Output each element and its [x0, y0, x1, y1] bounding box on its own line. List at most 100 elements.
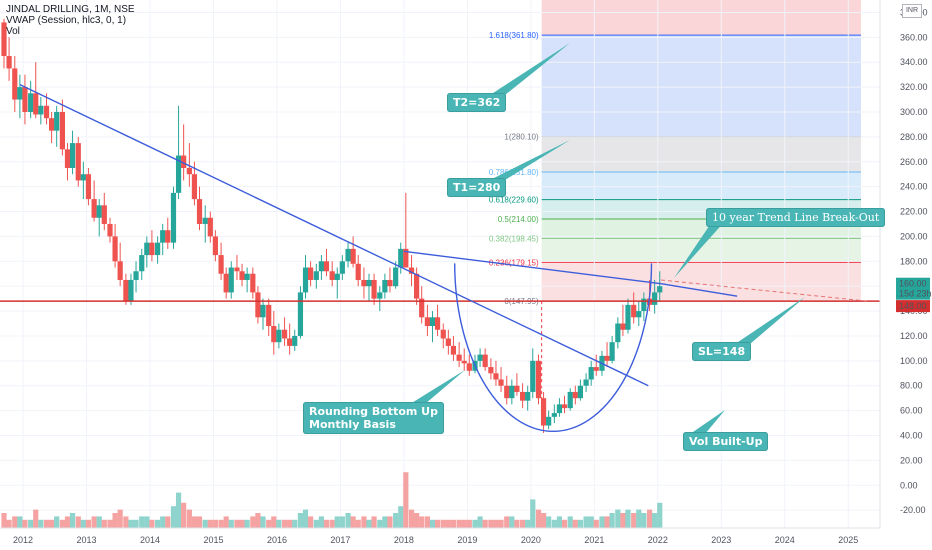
candle-body [657, 286, 663, 293]
y-tick-label: 240.00 [900, 182, 928, 192]
candle-body [6, 55, 12, 69]
volume-bar [472, 519, 478, 528]
candle-body [292, 335, 298, 346]
candle-body [588, 367, 594, 380]
fib-zone [541, 171, 861, 200]
volume-bar [38, 519, 44, 528]
y-tick-label: 360.00 [900, 32, 928, 42]
candle-body [350, 248, 356, 264]
candle-body [22, 87, 28, 112]
volume-bar [17, 516, 23, 528]
volume-bar [202, 519, 208, 528]
candle-body [520, 391, 526, 401]
candle-body [170, 192, 177, 243]
candle-body [207, 217, 213, 237]
candle-body [498, 379, 504, 386]
volume-bar [377, 519, 383, 528]
volume-bar [625, 509, 631, 528]
candle-body [604, 355, 610, 361]
support-price-tag [896, 300, 930, 313]
candle-body [33, 93, 39, 115]
currency-label[interactable]: INR [902, 4, 922, 18]
candle-body [96, 205, 102, 218]
volume-bar [445, 519, 451, 528]
candle-body [466, 363, 472, 371]
candle-body [477, 354, 483, 361]
legend-title: JINDAL DRILLING, 1M, NSE [6, 4, 135, 15]
candle-body [561, 404, 568, 409]
volume-bar [54, 516, 60, 528]
volume-bar [477, 516, 483, 528]
y-tick-label: 280.00 [900, 132, 928, 142]
candle-body [160, 230, 166, 243]
volume-bar [609, 513, 615, 528]
x-tick-label: 2012 [13, 535, 33, 545]
volume-bar [186, 509, 192, 528]
candle-body [239, 271, 245, 280]
volume-bar [636, 509, 642, 528]
candle-body [308, 267, 314, 280]
volume-bar [75, 516, 81, 528]
y-tick-label: 320.00 [900, 82, 928, 92]
rounding-line-1: Rounding Bottom Up [309, 405, 438, 418]
volume-bar [488, 519, 494, 528]
fib-zone [541, 0, 861, 36]
candle-body [377, 292, 383, 299]
candle-body [28, 93, 34, 112]
candle-body [641, 298, 647, 312]
trendline-long-term [19, 83, 649, 387]
volume-bar [266, 519, 272, 528]
volume-bar [260, 516, 266, 528]
volume-bar [276, 519, 282, 528]
volume-bar [350, 516, 356, 528]
candle-body [43, 105, 50, 119]
volume-bar [308, 516, 314, 528]
candle-body [540, 398, 547, 426]
candle-body [361, 279, 367, 287]
volume-bar [493, 519, 499, 528]
volume-bar [652, 513, 658, 528]
x-tick-label: 2018 [394, 535, 414, 545]
candle-body [244, 273, 250, 280]
x-tick-label: 2017 [330, 535, 350, 545]
callout-t1: T1=280 [447, 178, 507, 197]
volume-bar [631, 513, 637, 528]
volume-bar [43, 519, 50, 528]
candle-body [535, 360, 542, 399]
volume-bar [551, 519, 557, 528]
legend-vol: Vol [6, 26, 20, 37]
candle-body [191, 174, 198, 200]
fib-zone [541, 35, 861, 137]
candle-body [445, 338, 451, 346]
volume-bar [123, 516, 129, 528]
volume-bar [139, 516, 145, 528]
candle-body [493, 373, 499, 380]
volume-bar [12, 516, 18, 528]
candle-body [112, 236, 118, 262]
volume-bar [530, 499, 536, 528]
candle-body [155, 242, 161, 256]
volume-bar [604, 516, 610, 528]
candle-body [287, 338, 293, 346]
last-price-tag [896, 277, 930, 300]
volume-bar [196, 516, 203, 528]
volume-bar [49, 519, 55, 528]
candle-body [631, 304, 637, 318]
chart-legend: JINDAL DRILLING, 1M, NSE VWAP (Session, … [6, 4, 135, 37]
candle-body [175, 155, 182, 193]
volume-bar [91, 516, 97, 528]
candle-body [393, 267, 399, 287]
candle-body [583, 379, 589, 386]
candle-body [297, 292, 304, 336]
candle-body [133, 271, 139, 280]
volume-bar [561, 519, 568, 528]
candle-body [123, 279, 129, 302]
candle-body [408, 267, 415, 274]
callout-t2: T2=362 [447, 93, 507, 112]
volume-bar [641, 513, 647, 528]
candle-body [504, 385, 510, 399]
candle-body [398, 248, 404, 268]
x-tick-label: 2014 [140, 535, 160, 545]
candle-body [260, 304, 266, 318]
